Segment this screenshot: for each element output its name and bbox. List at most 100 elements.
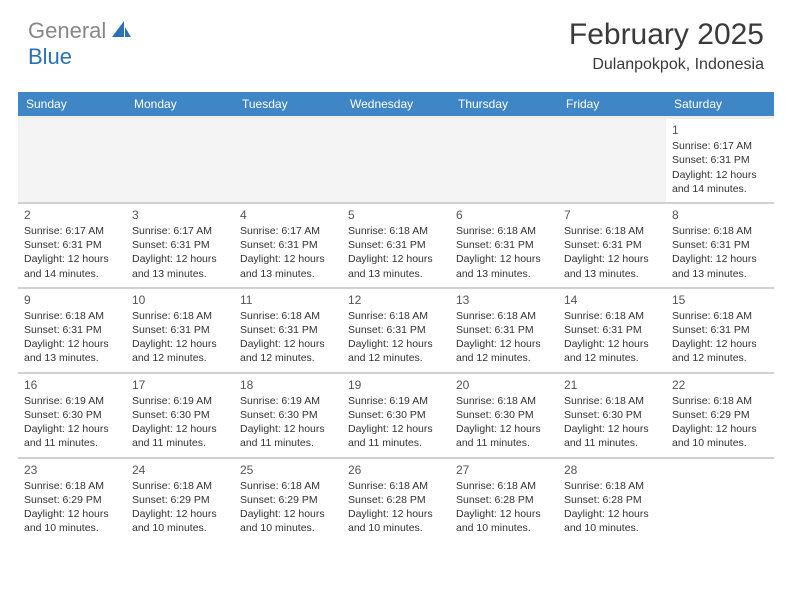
sunset-line: Sunset: 6:31 PM <box>672 323 768 337</box>
daylight-line: Daylight: 12 hours and 10 minutes. <box>132 507 228 535</box>
sunrise-line: Sunrise: 6:18 AM <box>672 224 768 238</box>
day-cell: 23Sunrise: 6:18 AMSunset: 6:29 PMDayligh… <box>18 458 126 542</box>
weekday-header: Monday <box>126 92 234 118</box>
weekday-header: Wednesday <box>342 92 450 118</box>
sunset-line: Sunset: 6:28 PM <box>564 493 660 507</box>
day-cell: 16Sunrise: 6:19 AMSunset: 6:30 PMDayligh… <box>18 373 126 458</box>
empty-cell <box>342 118 450 203</box>
sunset-line: Sunset: 6:31 PM <box>24 238 120 252</box>
daylight-line: Daylight: 12 hours and 13 minutes. <box>240 252 336 280</box>
sunset-line: Sunset: 6:30 PM <box>564 408 660 422</box>
calendar-row: 1Sunrise: 6:17 AMSunset: 6:31 PMDaylight… <box>18 118 774 203</box>
day-number: 26 <box>348 462 444 478</box>
logo-text-gray: General <box>28 18 106 44</box>
daylight-line: Daylight: 12 hours and 11 minutes. <box>564 422 660 450</box>
empty-cell <box>126 118 234 203</box>
day-number: 11 <box>240 292 336 308</box>
calendar-row: 9Sunrise: 6:18 AMSunset: 6:31 PMDaylight… <box>18 288 774 373</box>
day-cell: 13Sunrise: 6:18 AMSunset: 6:31 PMDayligh… <box>450 288 558 373</box>
day-number: 14 <box>564 292 660 308</box>
sunrise-line: Sunrise: 6:17 AM <box>132 224 228 238</box>
header: General February 2025 Dulanpokpok, Indon… <box>0 0 792 84</box>
sunset-line: Sunset: 6:31 PM <box>240 238 336 252</box>
daylight-line: Daylight: 12 hours and 13 minutes. <box>348 252 444 280</box>
day-cell: 5Sunrise: 6:18 AMSunset: 6:31 PMDaylight… <box>342 203 450 288</box>
day-number: 19 <box>348 377 444 393</box>
day-cell: 22Sunrise: 6:18 AMSunset: 6:29 PMDayligh… <box>666 373 774 458</box>
calendar-body: 1Sunrise: 6:17 AMSunset: 6:31 PMDaylight… <box>18 118 774 542</box>
day-number: 27 <box>456 462 552 478</box>
sunrise-line: Sunrise: 6:17 AM <box>240 224 336 238</box>
daylight-line: Daylight: 12 hours and 11 minutes. <box>132 422 228 450</box>
sunset-line: Sunset: 6:31 PM <box>564 238 660 252</box>
weekday-header-row: SundayMondayTuesdayWednesdayThursdayFrid… <box>18 92 774 118</box>
daylight-line: Daylight: 12 hours and 13 minutes. <box>24 337 120 365</box>
sunset-line: Sunset: 6:31 PM <box>456 238 552 252</box>
day-cell: 20Sunrise: 6:18 AMSunset: 6:30 PMDayligh… <box>450 373 558 458</box>
sunrise-line: Sunrise: 6:19 AM <box>348 394 444 408</box>
sunset-line: Sunset: 6:29 PM <box>24 493 120 507</box>
daylight-line: Daylight: 12 hours and 13 minutes. <box>132 252 228 280</box>
day-number: 7 <box>564 207 660 223</box>
sunrise-line: Sunrise: 6:18 AM <box>564 309 660 323</box>
day-number: 6 <box>456 207 552 223</box>
day-number: 15 <box>672 292 768 308</box>
day-cell: 19Sunrise: 6:19 AMSunset: 6:30 PMDayligh… <box>342 373 450 458</box>
day-cell: 12Sunrise: 6:18 AMSunset: 6:31 PMDayligh… <box>342 288 450 373</box>
sunrise-line: Sunrise: 6:18 AM <box>240 309 336 323</box>
sunset-line: Sunset: 6:31 PM <box>672 153 768 167</box>
day-cell: 6Sunrise: 6:18 AMSunset: 6:31 PMDaylight… <box>450 203 558 288</box>
calendar-row: 16Sunrise: 6:19 AMSunset: 6:30 PMDayligh… <box>18 373 774 458</box>
sunrise-line: Sunrise: 6:17 AM <box>672 139 768 153</box>
sunrise-line: Sunrise: 6:18 AM <box>456 309 552 323</box>
daylight-line: Daylight: 12 hours and 12 minutes. <box>456 337 552 365</box>
sunrise-line: Sunrise: 6:17 AM <box>24 224 120 238</box>
day-number: 28 <box>564 462 660 478</box>
sunset-line: Sunset: 6:31 PM <box>672 238 768 252</box>
sunset-line: Sunset: 6:31 PM <box>564 323 660 337</box>
day-cell: 2Sunrise: 6:17 AMSunset: 6:31 PMDaylight… <box>18 203 126 288</box>
empty-cell <box>234 118 342 203</box>
daylight-line: Daylight: 12 hours and 13 minutes. <box>564 252 660 280</box>
sunset-line: Sunset: 6:28 PM <box>348 493 444 507</box>
daylight-line: Daylight: 12 hours and 11 minutes. <box>456 422 552 450</box>
sunset-line: Sunset: 6:31 PM <box>132 238 228 252</box>
day-number: 9 <box>24 292 120 308</box>
weekday-header: Sunday <box>18 92 126 118</box>
sunset-line: Sunset: 6:30 PM <box>456 408 552 422</box>
weekday-header: Friday <box>558 92 666 118</box>
sunrise-line: Sunrise: 6:19 AM <box>240 394 336 408</box>
daylight-line: Daylight: 12 hours and 11 minutes. <box>348 422 444 450</box>
day-number: 13 <box>456 292 552 308</box>
daylight-line: Daylight: 12 hours and 10 minutes. <box>456 507 552 535</box>
day-number: 10 <box>132 292 228 308</box>
daylight-line: Daylight: 12 hours and 14 minutes. <box>24 252 120 280</box>
day-number: 12 <box>348 292 444 308</box>
sunrise-line: Sunrise: 6:18 AM <box>564 479 660 493</box>
logo: General <box>28 18 134 44</box>
daylight-line: Daylight: 12 hours and 11 minutes. <box>24 422 120 450</box>
day-number: 1 <box>672 122 768 138</box>
daylight-line: Daylight: 12 hours and 12 minutes. <box>348 337 444 365</box>
daylight-line: Daylight: 12 hours and 10 minutes. <box>564 507 660 535</box>
day-number: 20 <box>456 377 552 393</box>
day-number: 23 <box>24 462 120 478</box>
weekday-header: Thursday <box>450 92 558 118</box>
day-cell: 7Sunrise: 6:18 AMSunset: 6:31 PMDaylight… <box>558 203 666 288</box>
sunset-line: Sunset: 6:31 PM <box>348 323 444 337</box>
day-cell: 4Sunrise: 6:17 AMSunset: 6:31 PMDaylight… <box>234 203 342 288</box>
sunrise-line: Sunrise: 6:18 AM <box>456 394 552 408</box>
day-cell: 1Sunrise: 6:17 AMSunset: 6:31 PMDaylight… <box>666 118 774 203</box>
day-number: 8 <box>672 207 768 223</box>
logo-text-blue: Blue <box>28 44 72 69</box>
sunrise-line: Sunrise: 6:18 AM <box>132 479 228 493</box>
sunrise-line: Sunrise: 6:19 AM <box>24 394 120 408</box>
day-cell: 18Sunrise: 6:19 AMSunset: 6:30 PMDayligh… <box>234 373 342 458</box>
weekday-header: Tuesday <box>234 92 342 118</box>
daylight-line: Daylight: 12 hours and 12 minutes. <box>132 337 228 365</box>
empty-cell <box>666 458 774 542</box>
sunset-line: Sunset: 6:31 PM <box>24 323 120 337</box>
daylight-line: Daylight: 12 hours and 10 minutes. <box>240 507 336 535</box>
day-number: 25 <box>240 462 336 478</box>
day-cell: 14Sunrise: 6:18 AMSunset: 6:31 PMDayligh… <box>558 288 666 373</box>
